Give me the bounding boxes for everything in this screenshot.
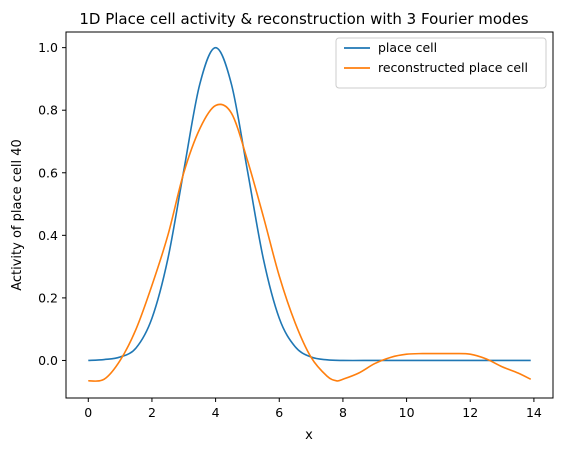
y-tick-label: 0.6 [38,165,58,180]
y-tick-label: 1.0 [38,40,58,55]
x-tick-label: 0 [84,405,92,420]
y-tick-label: 0.2 [38,290,58,305]
y-tick-label: 0.4 [38,228,58,243]
legend-box [335,37,547,89]
series-line-1 [88,46,531,362]
plot-area [65,31,554,399]
legend: place cell reconstructed place cell [335,37,547,89]
x-axis-ticks: 0 2 4 6 8 10 12 14 [84,398,542,420]
plot-frame [65,31,554,399]
y-axis-ticks: 0.0 0.2 0.4 0.6 0.8 1.0 [38,40,66,368]
series-line-2 [88,103,532,382]
chart-title: 1D Place cell activity & reconstruction … [79,10,528,28]
x-tick-label: 2 [148,405,156,420]
legend-label-1: place cell [378,40,437,55]
x-tick-label: 4 [212,405,220,420]
x-tick-label: 12 [462,405,478,420]
y-axis-label: Activity of place cell 40 [10,139,25,291]
x-tick-label: 8 [339,405,347,420]
x-tick-label: 6 [275,405,283,420]
legend-items: place cell reconstructed place cell [344,40,528,75]
x-axis-label: x [305,428,313,443]
x-tick-label: 10 [399,405,415,420]
x-tick-label: 14 [526,405,542,420]
legend-label-2: reconstructed place cell [378,60,528,75]
y-tick-label: 0.8 [38,103,58,118]
y-tick-label: 0.0 [38,353,58,368]
series-layer [88,46,532,382]
